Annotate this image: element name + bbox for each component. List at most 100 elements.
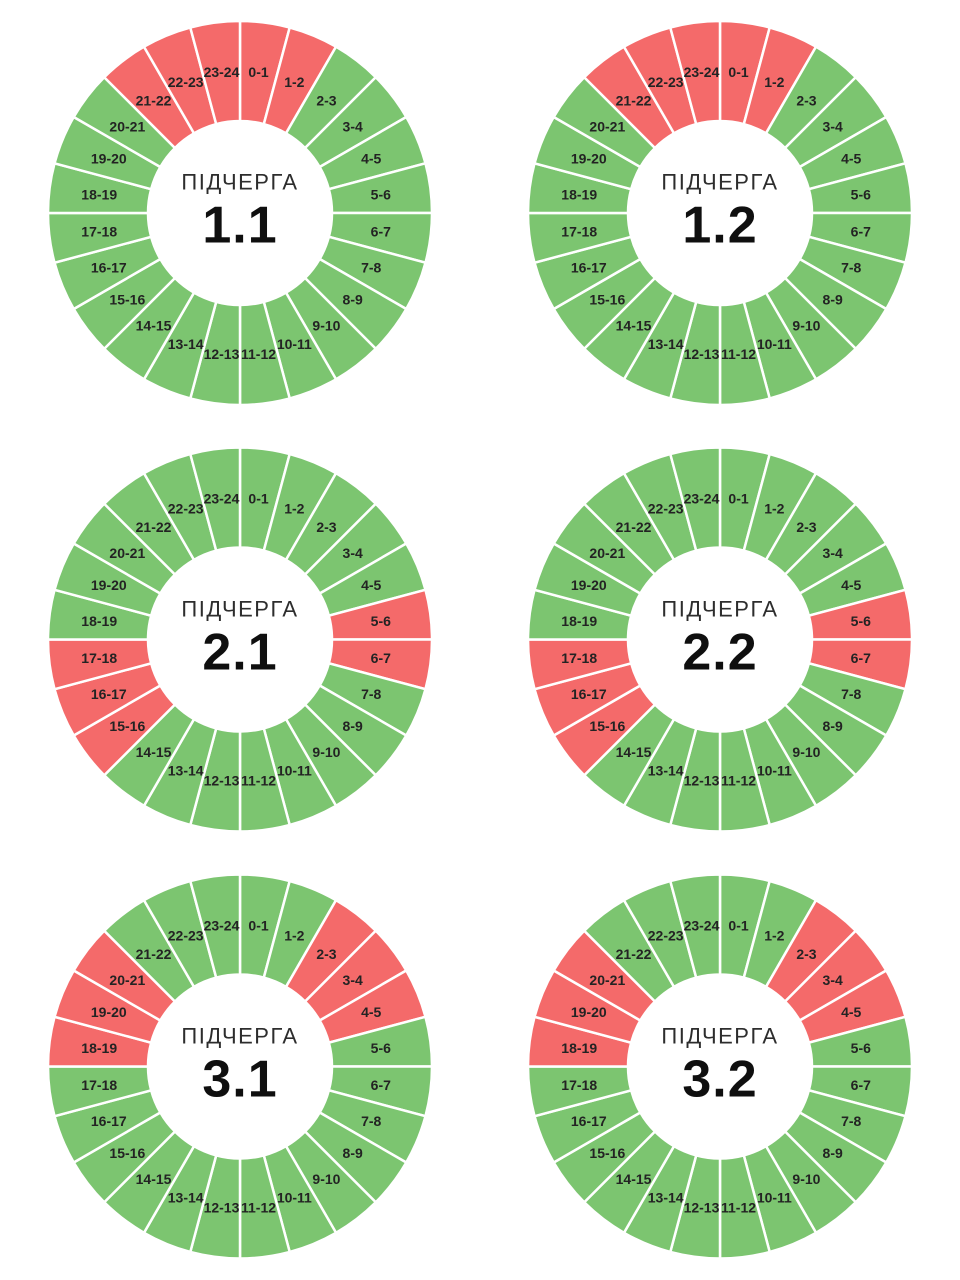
hour-segment-label-13-14: 13-14 (168, 336, 204, 352)
hour-segment-label-11-12: 11-12 (721, 346, 756, 362)
hour-segment-label-16-17: 16-17 (91, 259, 127, 275)
hour-segment-label-17-18: 17-18 (561, 650, 597, 666)
hour-segment-label-0-1: 0-1 (248, 491, 268, 507)
hour-segment-label-13-14: 13-14 (648, 763, 684, 779)
hour-segment-label-2-3: 2-3 (316, 519, 336, 535)
hour-segment-label-22-23: 22-23 (648, 500, 684, 516)
hour-segment-label-4-5: 4-5 (361, 151, 381, 167)
hour-segment-label-11-12: 11-12 (241, 346, 276, 362)
hour-segment-label-10-11: 10-11 (277, 763, 312, 779)
hour-segment-label-14-15: 14-15 (136, 318, 172, 334)
donut-chart-2-1: 0-1 1-2 2-3 3-4 4-5 5-6 6-7 7-8 8-9 9-10 10-11 11-1… (0, 426, 480, 853)
hour-segment-23-24 (188, 19, 242, 126)
hour-segment-23-24 (668, 19, 722, 126)
hour-segment-label-21-22: 21-22 (136, 946, 172, 962)
hour-segment-label-22-23: 22-23 (168, 927, 204, 943)
hour-segment-label-15-16: 15-16 (589, 718, 625, 734)
hour-segment-label-21-22: 21-22 (616, 946, 652, 962)
hour-segment-label-5-6: 5-6 (371, 613, 391, 629)
hour-segment-label-6-7: 6-7 (851, 1077, 871, 1093)
hour-segment-label-13-14: 13-14 (168, 763, 204, 779)
hour-segment-label-18-19: 18-19 (81, 1040, 117, 1056)
hour-segment-label-21-22: 21-22 (136, 519, 172, 535)
hour-segment-label-3-4: 3-4 (823, 545, 843, 561)
hour-segment-label-20-21: 20-21 (109, 119, 145, 135)
hour-segment-23-24 (668, 446, 722, 553)
hour-segment-label-13-14: 13-14 (168, 1190, 204, 1206)
hour-segment-label-1-2: 1-2 (284, 74, 304, 90)
hour-segment-label-10-11: 10-11 (757, 336, 792, 352)
hour-segment-label-16-17: 16-17 (91, 1113, 127, 1129)
hour-segment-label-22-23: 22-23 (648, 927, 684, 943)
hour-segment-label-16-17: 16-17 (571, 686, 607, 702)
hour-segment-label-0-1: 0-1 (728, 64, 748, 80)
hour-segment-label-14-15: 14-15 (616, 744, 652, 760)
hour-segment-label-15-16: 15-16 (109, 1145, 145, 1161)
hour-segment-label-20-21: 20-21 (589, 545, 625, 561)
hour-segment-label-3-4: 3-4 (823, 972, 843, 988)
hour-segment-label-9-10: 9-10 (792, 1171, 820, 1187)
hour-segment-label-12-13: 12-13 (684, 1199, 720, 1215)
hour-segment-label-7-8: 7-8 (841, 1113, 861, 1129)
hour-segment-label-10-11: 10-11 (757, 1190, 792, 1206)
hour-segment-label-4-5: 4-5 (841, 1004, 861, 1020)
hour-segment-label-19-20: 19-20 (91, 151, 127, 167)
donut-chart-1-1: 0-1 1-2 2-3 3-4 4-5 5-6 6-7 7-8 8-9 9-10 10-11 11-1… (0, 0, 480, 426)
hour-segment-label-15-16: 15-16 (109, 291, 145, 307)
hour-segment-label-8-9: 8-9 (343, 1145, 363, 1161)
hour-segment-label-8-9: 8-9 (343, 718, 363, 734)
hour-segment-label-0-1: 0-1 (728, 491, 748, 507)
hour-segment-label-17-18: 17-18 (561, 1077, 597, 1093)
hour-segment-label-13-14: 13-14 (648, 1190, 684, 1206)
hour-segment-label-21-22: 21-22 (616, 92, 652, 108)
hour-segment-label-8-9: 8-9 (343, 291, 363, 307)
hour-segment-label-19-20: 19-20 (91, 1004, 127, 1020)
hour-segment-label-23-24: 23-24 (684, 918, 720, 934)
hour-segment-label-1-2: 1-2 (764, 927, 784, 943)
hour-segment-label-6-7: 6-7 (371, 650, 391, 666)
hour-segment-label-21-22: 21-22 (136, 92, 172, 108)
hour-segment-label-23-24: 23-24 (204, 491, 240, 507)
hour-segment-label-19-20: 19-20 (91, 577, 127, 593)
hour-segment-label-23-24: 23-24 (204, 64, 240, 80)
hour-segment-23-24 (188, 446, 242, 553)
hour-segment-label-19-20: 19-20 (571, 151, 607, 167)
hour-segment-label-6-7: 6-7 (851, 650, 871, 666)
hour-segment-label-5-6: 5-6 (851, 613, 871, 629)
hour-segment-label-21-22: 21-22 (616, 519, 652, 535)
hour-segment-label-11-12: 11-12 (721, 1199, 756, 1215)
hour-segment-label-4-5: 4-5 (361, 577, 381, 593)
hour-segment-label-6-7: 6-7 (371, 224, 391, 240)
hour-segment-label-16-17: 16-17 (91, 686, 127, 702)
hour-segment-label-14-15: 14-15 (136, 744, 172, 760)
hour-segment-label-9-10: 9-10 (312, 1171, 340, 1187)
hour-segment-label-0-1: 0-1 (248, 64, 268, 80)
hour-segment-label-2-3: 2-3 (316, 946, 336, 962)
hour-segment-label-7-8: 7-8 (841, 259, 861, 275)
hour-ring-3-2: 0-1 1-2 2-3 3-4 4-5 5-6 6-7 7-8 8-99-1010-1111-1… (526, 873, 914, 1260)
hour-segment-label-2-3: 2-3 (796, 92, 816, 108)
hour-segment-label-20-21: 20-21 (109, 972, 145, 988)
hour-segment-label-15-16: 15-16 (589, 1145, 625, 1161)
hour-segment-label-11-12: 11-12 (241, 772, 276, 788)
hour-segment-label-1-2: 1-2 (764, 500, 784, 516)
hour-segment-label-5-6: 5-6 (851, 1040, 871, 1056)
hour-segment-label-14-15: 14-15 (616, 318, 652, 334)
hour-segment-label-15-16: 15-16 (109, 718, 145, 734)
hour-segment-label-17-18: 17-18 (81, 224, 117, 240)
hour-segment-label-15-16: 15-16 (589, 291, 625, 307)
donut-chart-2-2: 0-1 1-2 2-3 3-4 4-5 5-6 6-7 7-8 8-9 9-10 10-11 11-1… (480, 426, 960, 853)
hour-segment-label-23-24: 23-24 (204, 918, 240, 934)
hour-segment-label-9-10: 9-10 (312, 744, 340, 760)
hour-segment-label-3-4: 3-4 (343, 545, 363, 561)
hour-segment-label-11-12: 11-12 (241, 1199, 276, 1215)
hour-segment-label-18-19: 18-19 (81, 613, 117, 629)
hour-segment-label-18-19: 18-19 (81, 186, 117, 202)
hour-segment-label-6-7: 6-7 (851, 224, 871, 240)
hour-ring-2-1: 0-1 1-2 2-3 3-4 4-5 5-6 6-7 7-8 8-99-1010-1111-1… (46, 446, 434, 833)
hour-segment-label-19-20: 19-20 (571, 577, 607, 593)
hour-segment-label-18-19: 18-19 (561, 613, 597, 629)
hour-segment-label-18-19: 18-19 (561, 1040, 597, 1056)
hour-segment-label-8-9: 8-9 (823, 718, 843, 734)
hour-segment-label-4-5: 4-5 (361, 1004, 381, 1020)
